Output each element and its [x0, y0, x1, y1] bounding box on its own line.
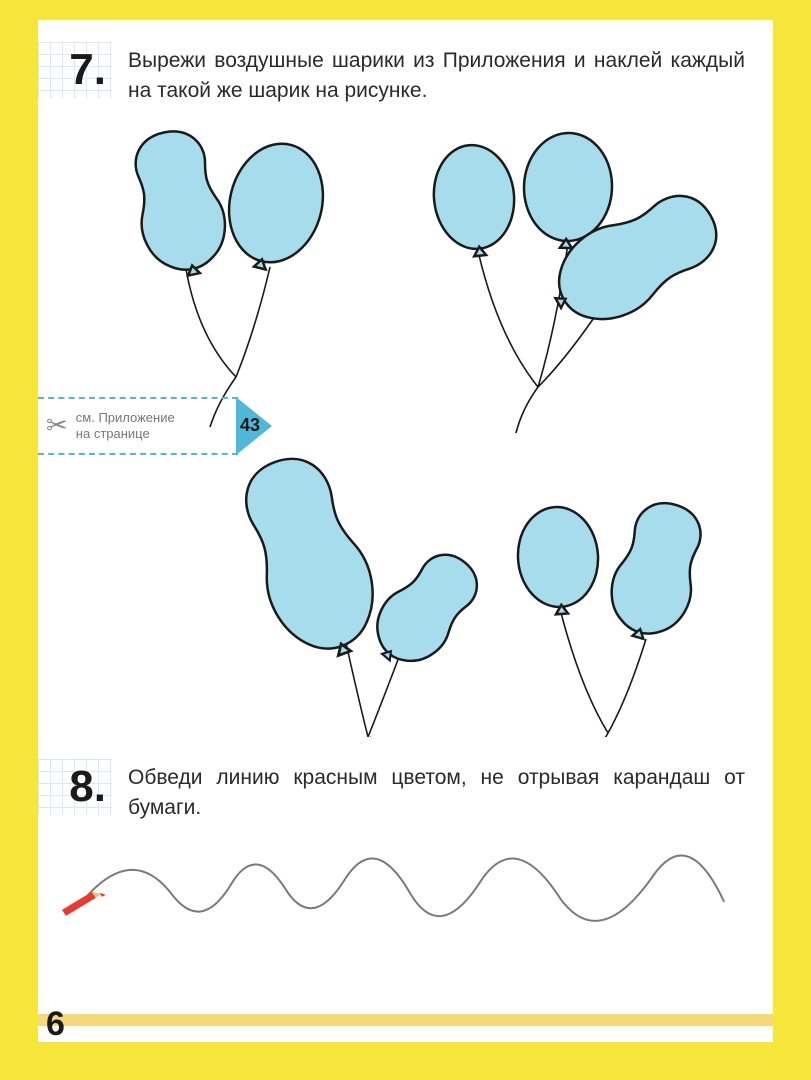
balloons-illustration: ✂ см. Приложение на странице 43 — [38, 107, 773, 737]
task-7-number: 7. — [69, 48, 106, 92]
appendix-line1: см. Приложение — [76, 410, 175, 426]
appendix-reference: ✂ см. Приложение на странице 43 — [38, 397, 272, 455]
appendix-text: см. Приложение на странице — [76, 410, 175, 441]
task-8-text: Обведи линию красным цветом, не отрывая … — [112, 759, 773, 824]
task-8-number: 8. — [69, 765, 106, 809]
page-content: 7. Вырежи воздушные шарики из Приложения… — [38, 20, 773, 1042]
page-number: 6 — [46, 1005, 65, 1044]
trace-area — [38, 824, 773, 934]
task-7-header: 7. Вырежи воздушные шарики из Приложения… — [38, 42, 773, 107]
task-7-text: Вырежи воздушные шарики из Приложения и … — [112, 42, 773, 107]
appendix-page-number: 43 — [240, 415, 260, 436]
task-7-number-box: 7. — [38, 42, 112, 98]
task-8-number-box: 8. — [38, 759, 112, 815]
appendix-line2: на странице — [76, 426, 175, 442]
bottom-decorative-strip — [38, 1014, 773, 1026]
trace-svg — [62, 824, 749, 924]
scissors-icon: ✂ — [46, 410, 68, 441]
appendix-body: ✂ см. Приложение на странице — [38, 397, 238, 455]
task-8-header: 8. Обведи линию красным цветом, не отрыв… — [38, 759, 773, 824]
appendix-arrow-icon: 43 — [236, 397, 272, 455]
